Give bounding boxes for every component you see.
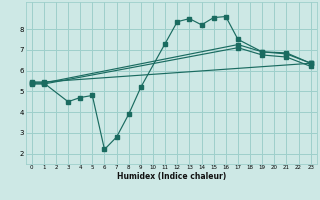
X-axis label: Humidex (Indice chaleur): Humidex (Indice chaleur) bbox=[116, 172, 226, 181]
